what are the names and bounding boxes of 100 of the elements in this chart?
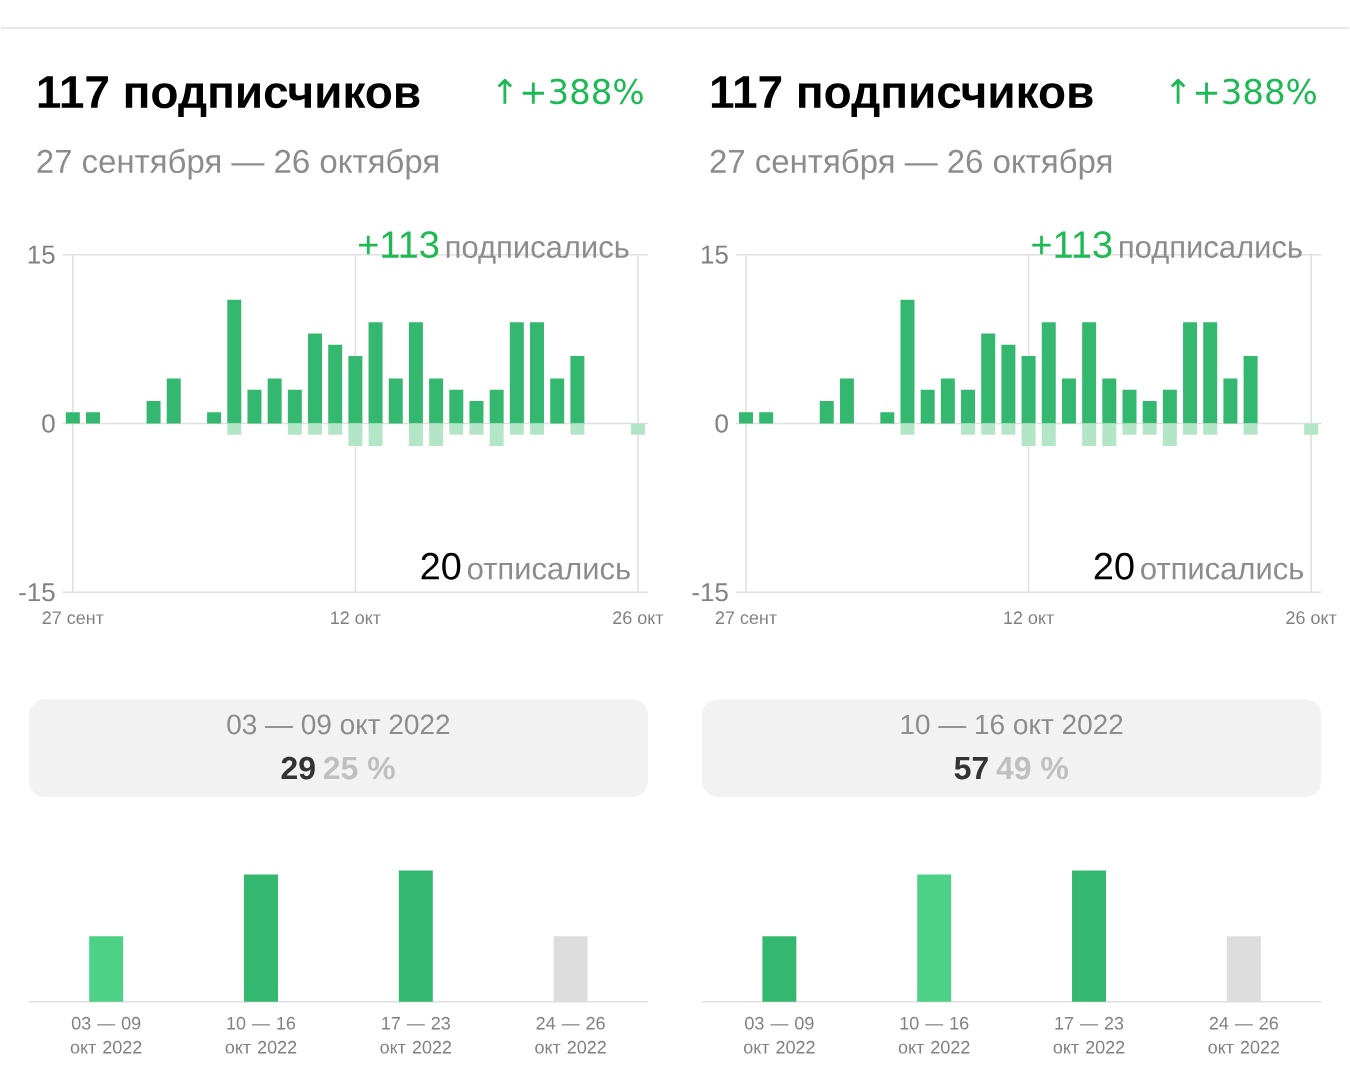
x-tick-label: 24 — 26 окт 2022 <box>1208 1016 1280 1054</box>
annotation: отписались <box>1141 562 1304 580</box>
bar <box>1142 423 1157 435</box>
bar <box>1203 423 1218 435</box>
x-tick-label: 17 — 23 окт 2022 <box>1053 1016 1125 1054</box>
y-tick-label: 0 <box>715 414 728 433</box>
annotation: 20 <box>1094 552 1134 580</box>
bar <box>287 423 302 435</box>
bar <box>1041 423 1056 447</box>
x-tick-label: 27 сент <box>42 611 104 625</box>
bar <box>328 423 343 435</box>
bar <box>449 423 464 435</box>
bar <box>940 378 955 424</box>
bar <box>348 356 363 424</box>
x-tick-label: 12 окт <box>331 611 381 625</box>
bar <box>388 378 403 424</box>
bar <box>146 401 161 424</box>
bar <box>368 322 383 424</box>
bar <box>65 412 80 424</box>
bar <box>509 423 524 435</box>
bar <box>227 299 242 424</box>
text: ↑+388% <box>497 78 643 105</box>
bar <box>1162 389 1177 424</box>
annotation: 20 <box>421 552 461 580</box>
bar <box>981 423 996 435</box>
bar <box>630 423 645 435</box>
bar <box>1243 423 1258 435</box>
bar <box>961 389 976 424</box>
bar <box>1243 356 1258 424</box>
bar <box>287 389 302 424</box>
bar <box>759 412 774 424</box>
bar <box>1061 378 1076 424</box>
x-tick-label: 24 — 26 окт 2022 <box>535 1016 606 1054</box>
bar <box>489 389 504 424</box>
bar <box>1304 423 1319 435</box>
text: 29 <box>281 756 315 780</box>
annotation: подписались <box>446 241 629 264</box>
annotation: подписались <box>1120 241 1302 264</box>
bar <box>1001 344 1016 424</box>
annotation: отписались <box>467 562 630 580</box>
bar <box>570 423 585 435</box>
bar <box>1223 378 1238 424</box>
bar <box>1102 423 1117 447</box>
bar <box>880 412 895 424</box>
chart-title: 117 подписчиков <box>38 76 420 118</box>
chart-subtitle: 27 сентября — 26 октября <box>710 148 1112 180</box>
bar <box>166 378 181 424</box>
bar <box>900 423 915 435</box>
bar <box>570 356 585 424</box>
bar <box>530 322 545 424</box>
text: 10 — 16 окт 2022 <box>901 714 1123 735</box>
bar <box>961 423 976 435</box>
bar <box>1183 322 1198 424</box>
bar <box>1122 423 1137 435</box>
bar <box>839 378 854 424</box>
bar <box>489 423 504 447</box>
bar <box>739 412 754 424</box>
x-tick-label: 26 окт <box>1286 611 1337 625</box>
annotation: +113 <box>1032 231 1112 259</box>
bar <box>348 423 363 447</box>
bar <box>469 401 484 424</box>
bar <box>1021 423 1036 447</box>
bar <box>408 423 423 447</box>
bar <box>1041 322 1056 424</box>
y-tick-label: -15 <box>19 583 55 602</box>
bar <box>819 401 834 424</box>
bar <box>1122 389 1137 424</box>
x-tick-label: 26 окт <box>613 611 664 625</box>
bar <box>469 423 484 435</box>
x-tick-label: 17 — 23 окт 2022 <box>380 1016 452 1054</box>
x-tick-label: 12 окт <box>1004 611 1054 625</box>
chart-title: 117 подписчиков <box>711 76 1093 118</box>
bar <box>530 423 545 435</box>
x-tick-label: 27 сент <box>715 611 777 625</box>
bar <box>920 389 935 424</box>
bar <box>308 423 322 435</box>
bar <box>247 389 262 424</box>
chart-subtitle: 27 сентября — 26 октября <box>37 148 438 180</box>
annotation: +113 <box>359 231 439 259</box>
bar <box>429 378 444 424</box>
bar <box>981 333 996 424</box>
bar <box>1183 423 1198 435</box>
bar <box>1001 423 1016 435</box>
bar <box>408 322 423 424</box>
y-tick-label: 15 <box>701 245 728 264</box>
bar <box>207 412 222 424</box>
bar <box>1021 356 1036 424</box>
text: 57 <box>954 757 988 780</box>
bar <box>1082 322 1097 424</box>
bar <box>368 423 383 447</box>
x-tick-label: 10 — 16 окт 2022 <box>225 1016 297 1054</box>
text: 03 — 09 окт 2022 <box>227 714 450 735</box>
bar <box>509 322 524 424</box>
x-tick-label: 03 — 09 окт 2022 <box>70 1016 142 1054</box>
y-tick-label: 15 <box>28 245 55 264</box>
bar <box>900 299 915 424</box>
bar <box>550 378 565 424</box>
bar <box>1162 423 1177 447</box>
bar <box>449 389 464 424</box>
bar <box>308 333 322 424</box>
